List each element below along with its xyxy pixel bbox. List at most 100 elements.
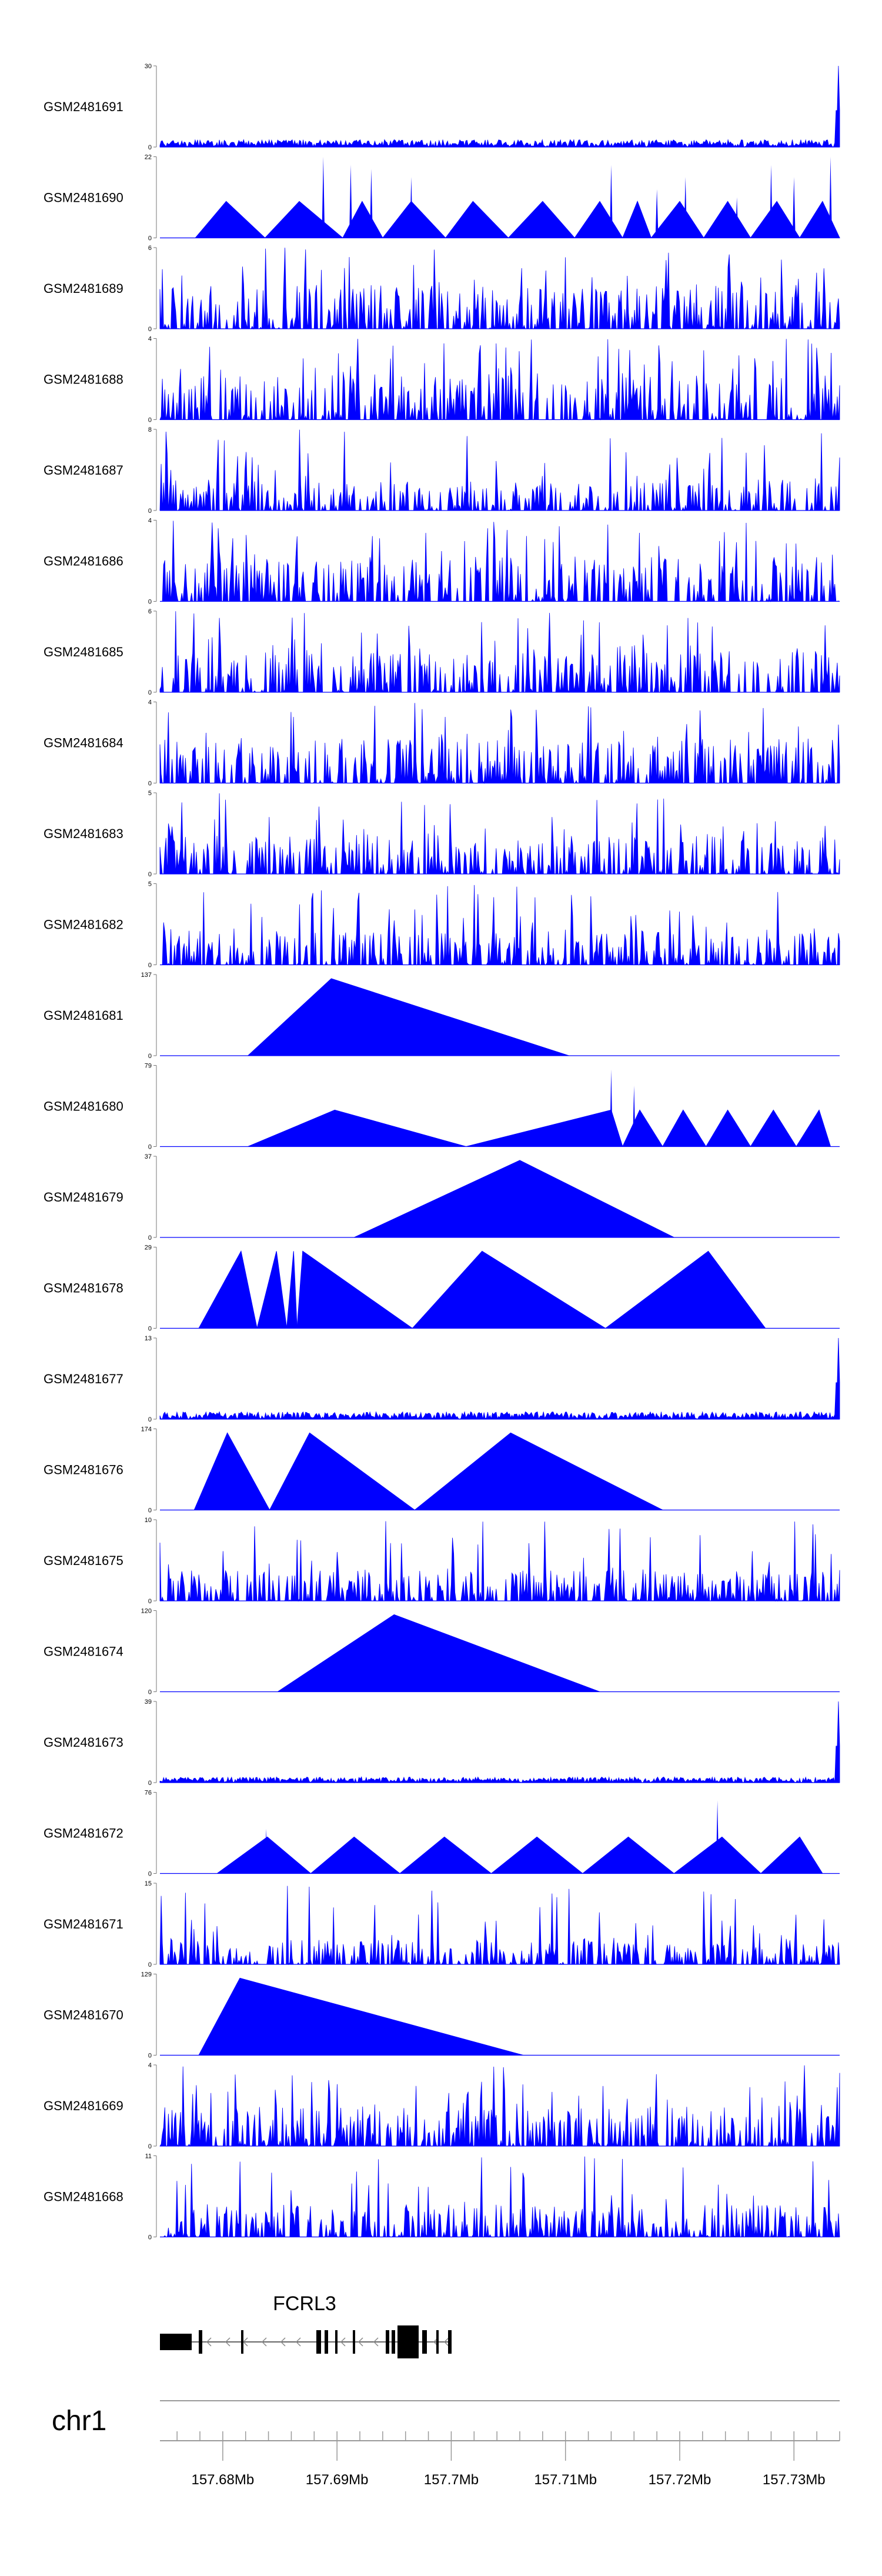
coverage-profile [159, 1521, 840, 1602]
coverage-triangle [256, 1251, 288, 1329]
gene-exon [392, 2330, 395, 2354]
y-max-label: 22 [145, 154, 152, 161]
coverage-profile [160, 885, 840, 966]
y-min-label: 0 [148, 780, 152, 788]
coverage-spike [735, 197, 739, 238]
coverage-triangle [703, 201, 751, 238]
coverage-triangle [195, 201, 266, 238]
coverage-triangle [604, 1250, 766, 1329]
coverage-spike [409, 177, 413, 238]
y-min-label: 0 [148, 1961, 152, 1968]
coverage-triangle [298, 1250, 413, 1329]
gene-exon [448, 2330, 452, 2354]
gene-exon [325, 2330, 328, 2354]
coverage-triangle [796, 1109, 831, 1147]
y-max-label: 4 [148, 336, 152, 343]
track-GSM2481682: GSM2481682 5 0 [44, 881, 840, 969]
track-GSM2481670: GSM2481670 129 0 [44, 1971, 840, 2060]
y-min-label: 0 [148, 235, 152, 242]
coverage-triangle [216, 1836, 312, 1874]
coverage-profile [159, 611, 840, 693]
gene-exon [160, 2334, 192, 2350]
coverage-profile [159, 1886, 840, 1966]
coverage-triangle [413, 1432, 663, 1510]
y-max-label: 6 [148, 245, 152, 252]
coverage-triangle [622, 201, 652, 238]
coverage-spike [684, 177, 687, 238]
coverage-triangle [193, 1432, 270, 1510]
chromosome-label: chr1 [52, 2405, 106, 2437]
track-label: GSM2481682 [44, 917, 123, 932]
track-label: GSM2481676 [44, 1463, 123, 1477]
y-max-label: 37 [145, 1153, 152, 1160]
y-max-label: 29 [145, 1244, 152, 1252]
coverage-profile [160, 2156, 840, 2238]
track-GSM2481676: GSM2481676 174 0 [44, 1426, 840, 1514]
coverage-spike [792, 177, 796, 238]
strand-chevron [340, 2337, 346, 2347]
y-max-label: 5 [148, 881, 152, 888]
y-max-label: 76 [145, 1790, 152, 1797]
y-max-label: 4 [148, 518, 152, 525]
track-GSM2481690: GSM2481690 22 0 [44, 154, 840, 242]
strand-chevron [443, 2337, 449, 2347]
coverage-spike [265, 1828, 268, 1874]
tracks-layer: GSM2481691300GSM2481690220GSM248168960GS… [44, 63, 840, 2241]
axis-tick-label: 157.68Mb [191, 2472, 254, 2488]
track-GSM2481672: GSM2481672 76 0 [44, 1790, 840, 1878]
coverage-triangle [705, 1109, 751, 1147]
coverage-profile [159, 793, 840, 875]
coverage-triangle [582, 1836, 675, 1874]
track-GSM2481681: GSM2481681 137 0 [44, 972, 840, 1060]
coverage-profile [159, 339, 840, 421]
track-label: GSM2481685 [44, 645, 123, 659]
coverage-triangle [248, 1109, 466, 1147]
axis-tick-label: 157.72Mb [649, 2472, 711, 2488]
coverage-profile [159, 1701, 840, 1784]
gene-exon [335, 2330, 338, 2354]
track-GSM2481674: GSM2481674 120 0 [44, 1608, 840, 1696]
track-GSM2481675: GSM2481675 10 0 [44, 1517, 840, 1605]
y-min-label: 0 [148, 1144, 152, 1151]
coverage-spike [349, 165, 352, 238]
y-max-label: 15 [145, 1880, 152, 1887]
track-label: GSM2481681 [44, 1008, 123, 1023]
track-label: GSM2481674 [44, 1644, 123, 1659]
strand-chevron [358, 2337, 363, 2347]
y-min-label: 0 [148, 1507, 152, 1514]
gene-exon [316, 2330, 321, 2354]
coverage-triangle [286, 1251, 298, 1329]
track-GSM2481671: GSM2481671 15 0 [44, 1880, 840, 1968]
track-label: GSM2481689 [44, 281, 123, 296]
track-label: GSM2481678 [44, 1281, 123, 1296]
coverage-triangle [750, 1109, 797, 1147]
axis-tick-label: 157.71Mb [534, 2472, 597, 2488]
coverage-spike [609, 1069, 613, 1147]
coverage-triangle [198, 1977, 523, 2056]
y-max-label: 11 [145, 2153, 152, 2160]
y-max-label: 4 [148, 2062, 152, 2069]
coverage-triangle [382, 201, 446, 238]
y-min-label: 0 [148, 144, 152, 151]
gene-exon [199, 2330, 202, 2354]
track-label: GSM2481680 [44, 1099, 123, 1114]
coverage-profile [159, 703, 840, 784]
track-label: GSM2481671 [44, 1917, 123, 1931]
coverage-triangle [310, 1836, 401, 1874]
track-GSM2481687: GSM2481687 8 0 [44, 426, 840, 515]
y-min-label: 0 [148, 1689, 152, 1696]
gene-exon [422, 2330, 427, 2354]
coverage-profile [159, 248, 840, 330]
track-GSM2481685: GSM2481685 6 0 [44, 608, 840, 696]
coverage-triangle [198, 1250, 258, 1329]
y-min-label: 0 [148, 1871, 152, 1878]
track-GSM2481691: GSM2481691 30 0 [44, 63, 840, 151]
y-min-label: 0 [148, 871, 152, 878]
y-max-label: 120 [141, 1608, 152, 1615]
gene-exon [386, 2330, 389, 2354]
y-max-label: 129 [141, 1971, 152, 1978]
coverage-spike [369, 169, 373, 238]
gene-exon [241, 2330, 243, 2354]
y-max-label: 174 [141, 1426, 152, 1433]
strand-chevron [206, 2337, 212, 2347]
